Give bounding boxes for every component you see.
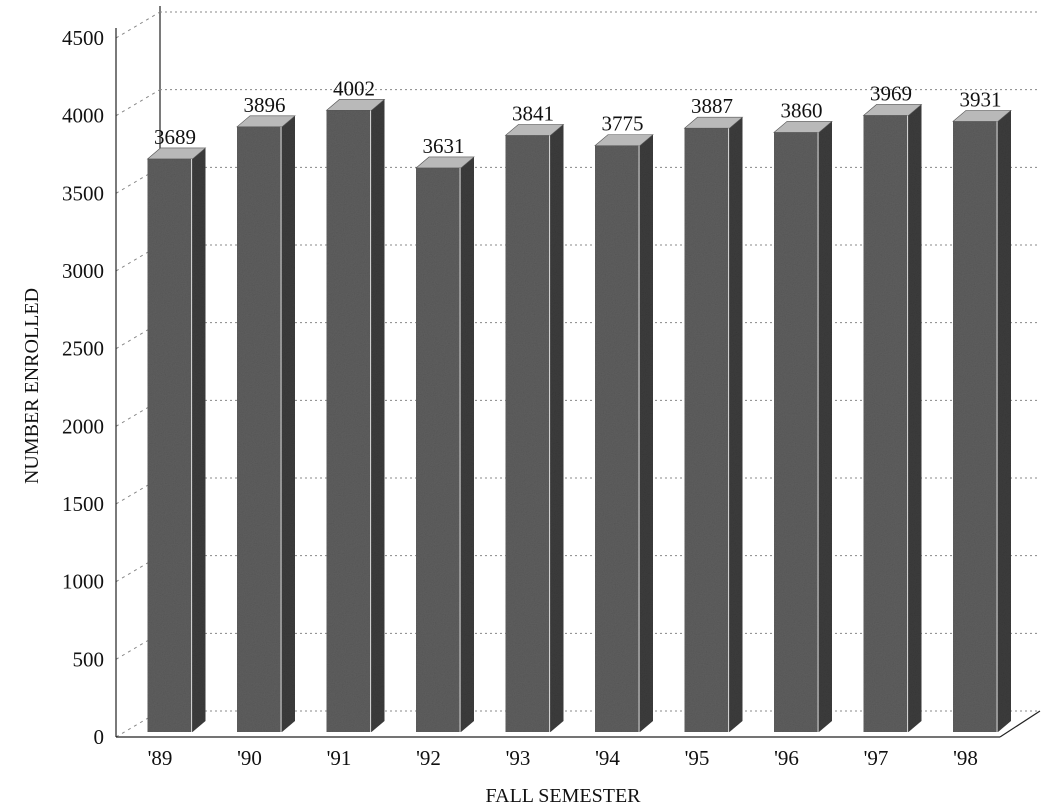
bar — [415, 156, 475, 732]
data-label: 3887 — [691, 94, 733, 118]
bar-side — [282, 115, 295, 732]
x-tick-label: '93 — [506, 746, 531, 770]
x-tick-labels: '89 '90 '91 '92 '93 '94 '95 '96 '97 '98 — [148, 746, 978, 770]
data-label: 3689 — [154, 125, 196, 149]
x-tick-label: '89 — [148, 746, 173, 770]
bar-side — [192, 147, 206, 732]
bar — [773, 121, 833, 732]
bar-side — [550, 124, 564, 732]
data-labels: 3689 3896 4002 3631 3841 3775 3887 3860 3969 3931 — [154, 76, 1002, 158]
gridline-side — [115, 11, 161, 39]
x-tick-label: '96 — [774, 746, 799, 770]
x-tick-label: '94 — [595, 746, 620, 770]
x-tick-label: '91 — [327, 746, 352, 770]
data-label: 3775 — [602, 112, 644, 136]
bar-top — [504, 124, 565, 136]
x-axis-title: FALL SEMESTER — [485, 785, 641, 807]
floor-right-edge — [999, 710, 1041, 738]
gridline-side — [115, 89, 161, 117]
bar — [952, 110, 1012, 733]
bar — [325, 99, 386, 732]
data-label: 4002 — [333, 76, 375, 100]
bar-side — [640, 134, 653, 732]
bar-top — [594, 134, 654, 146]
bar — [236, 115, 296, 732]
data-label: 3931 — [960, 87, 1002, 111]
bar-top — [952, 110, 1012, 122]
y-tick-label: 0 — [94, 725, 105, 749]
y-tick-label: 4000 — [62, 104, 104, 128]
axes — [115, 28, 1041, 738]
x-tick-label: '92 — [416, 746, 441, 770]
bar — [504, 124, 565, 732]
data-label: 3969 — [870, 81, 912, 105]
bar — [683, 116, 744, 732]
y-tick-label: 2000 — [62, 414, 104, 438]
y-tick-label: 3000 — [62, 259, 104, 283]
y-tick-label: 500 — [73, 647, 105, 671]
bar-side — [998, 110, 1011, 733]
x-tick-label: '97 — [864, 746, 889, 770]
x-tick-label: '95 — [685, 746, 710, 770]
bar-front — [505, 135, 551, 732]
bar-top — [862, 104, 923, 116]
bar-front — [595, 145, 640, 732]
bar-front — [774, 132, 819, 732]
data-label: 3841 — [512, 101, 554, 125]
bar — [146, 147, 207, 732]
bar-top — [415, 156, 475, 169]
bar-front — [237, 126, 282, 732]
y-tick-label: 3500 — [62, 181, 104, 205]
bar-side — [371, 99, 385, 732]
bar-top — [683, 116, 744, 129]
y-tick-labels: 0 500 1000 1500 2000 2500 3000 3500 4000 4500 — [62, 26, 104, 749]
x-tick-label: '90 — [237, 746, 262, 770]
bar — [594, 134, 654, 732]
bars — [146, 99, 1012, 733]
y-tick-label: 1500 — [62, 492, 104, 516]
bar-front — [147, 158, 193, 732]
bar-front — [416, 167, 461, 732]
bar-side — [461, 156, 474, 732]
bar-side — [729, 117, 743, 732]
bar-top — [325, 99, 386, 111]
y-axis-title: NUMBER ENROLLED — [21, 288, 43, 484]
bar-front — [684, 128, 730, 732]
x-tick-label: '98 — [953, 746, 978, 770]
data-label: 3896 — [244, 93, 286, 117]
bar — [862, 104, 923, 733]
bar-front — [863, 115, 909, 733]
y-tick-label: 4500 — [62, 26, 104, 50]
data-label: 3631 — [423, 134, 465, 158]
bar-side — [819, 121, 832, 732]
bar-top — [146, 147, 207, 160]
bar-top — [773, 121, 833, 133]
y-tick-label: 1000 — [62, 570, 104, 594]
bar-front — [326, 110, 372, 732]
bar-front — [953, 121, 998, 733]
bar-top — [236, 115, 296, 128]
y-tick-label: 2500 — [62, 337, 104, 361]
data-label: 3860 — [781, 98, 823, 122]
bar-side — [908, 104, 922, 733]
